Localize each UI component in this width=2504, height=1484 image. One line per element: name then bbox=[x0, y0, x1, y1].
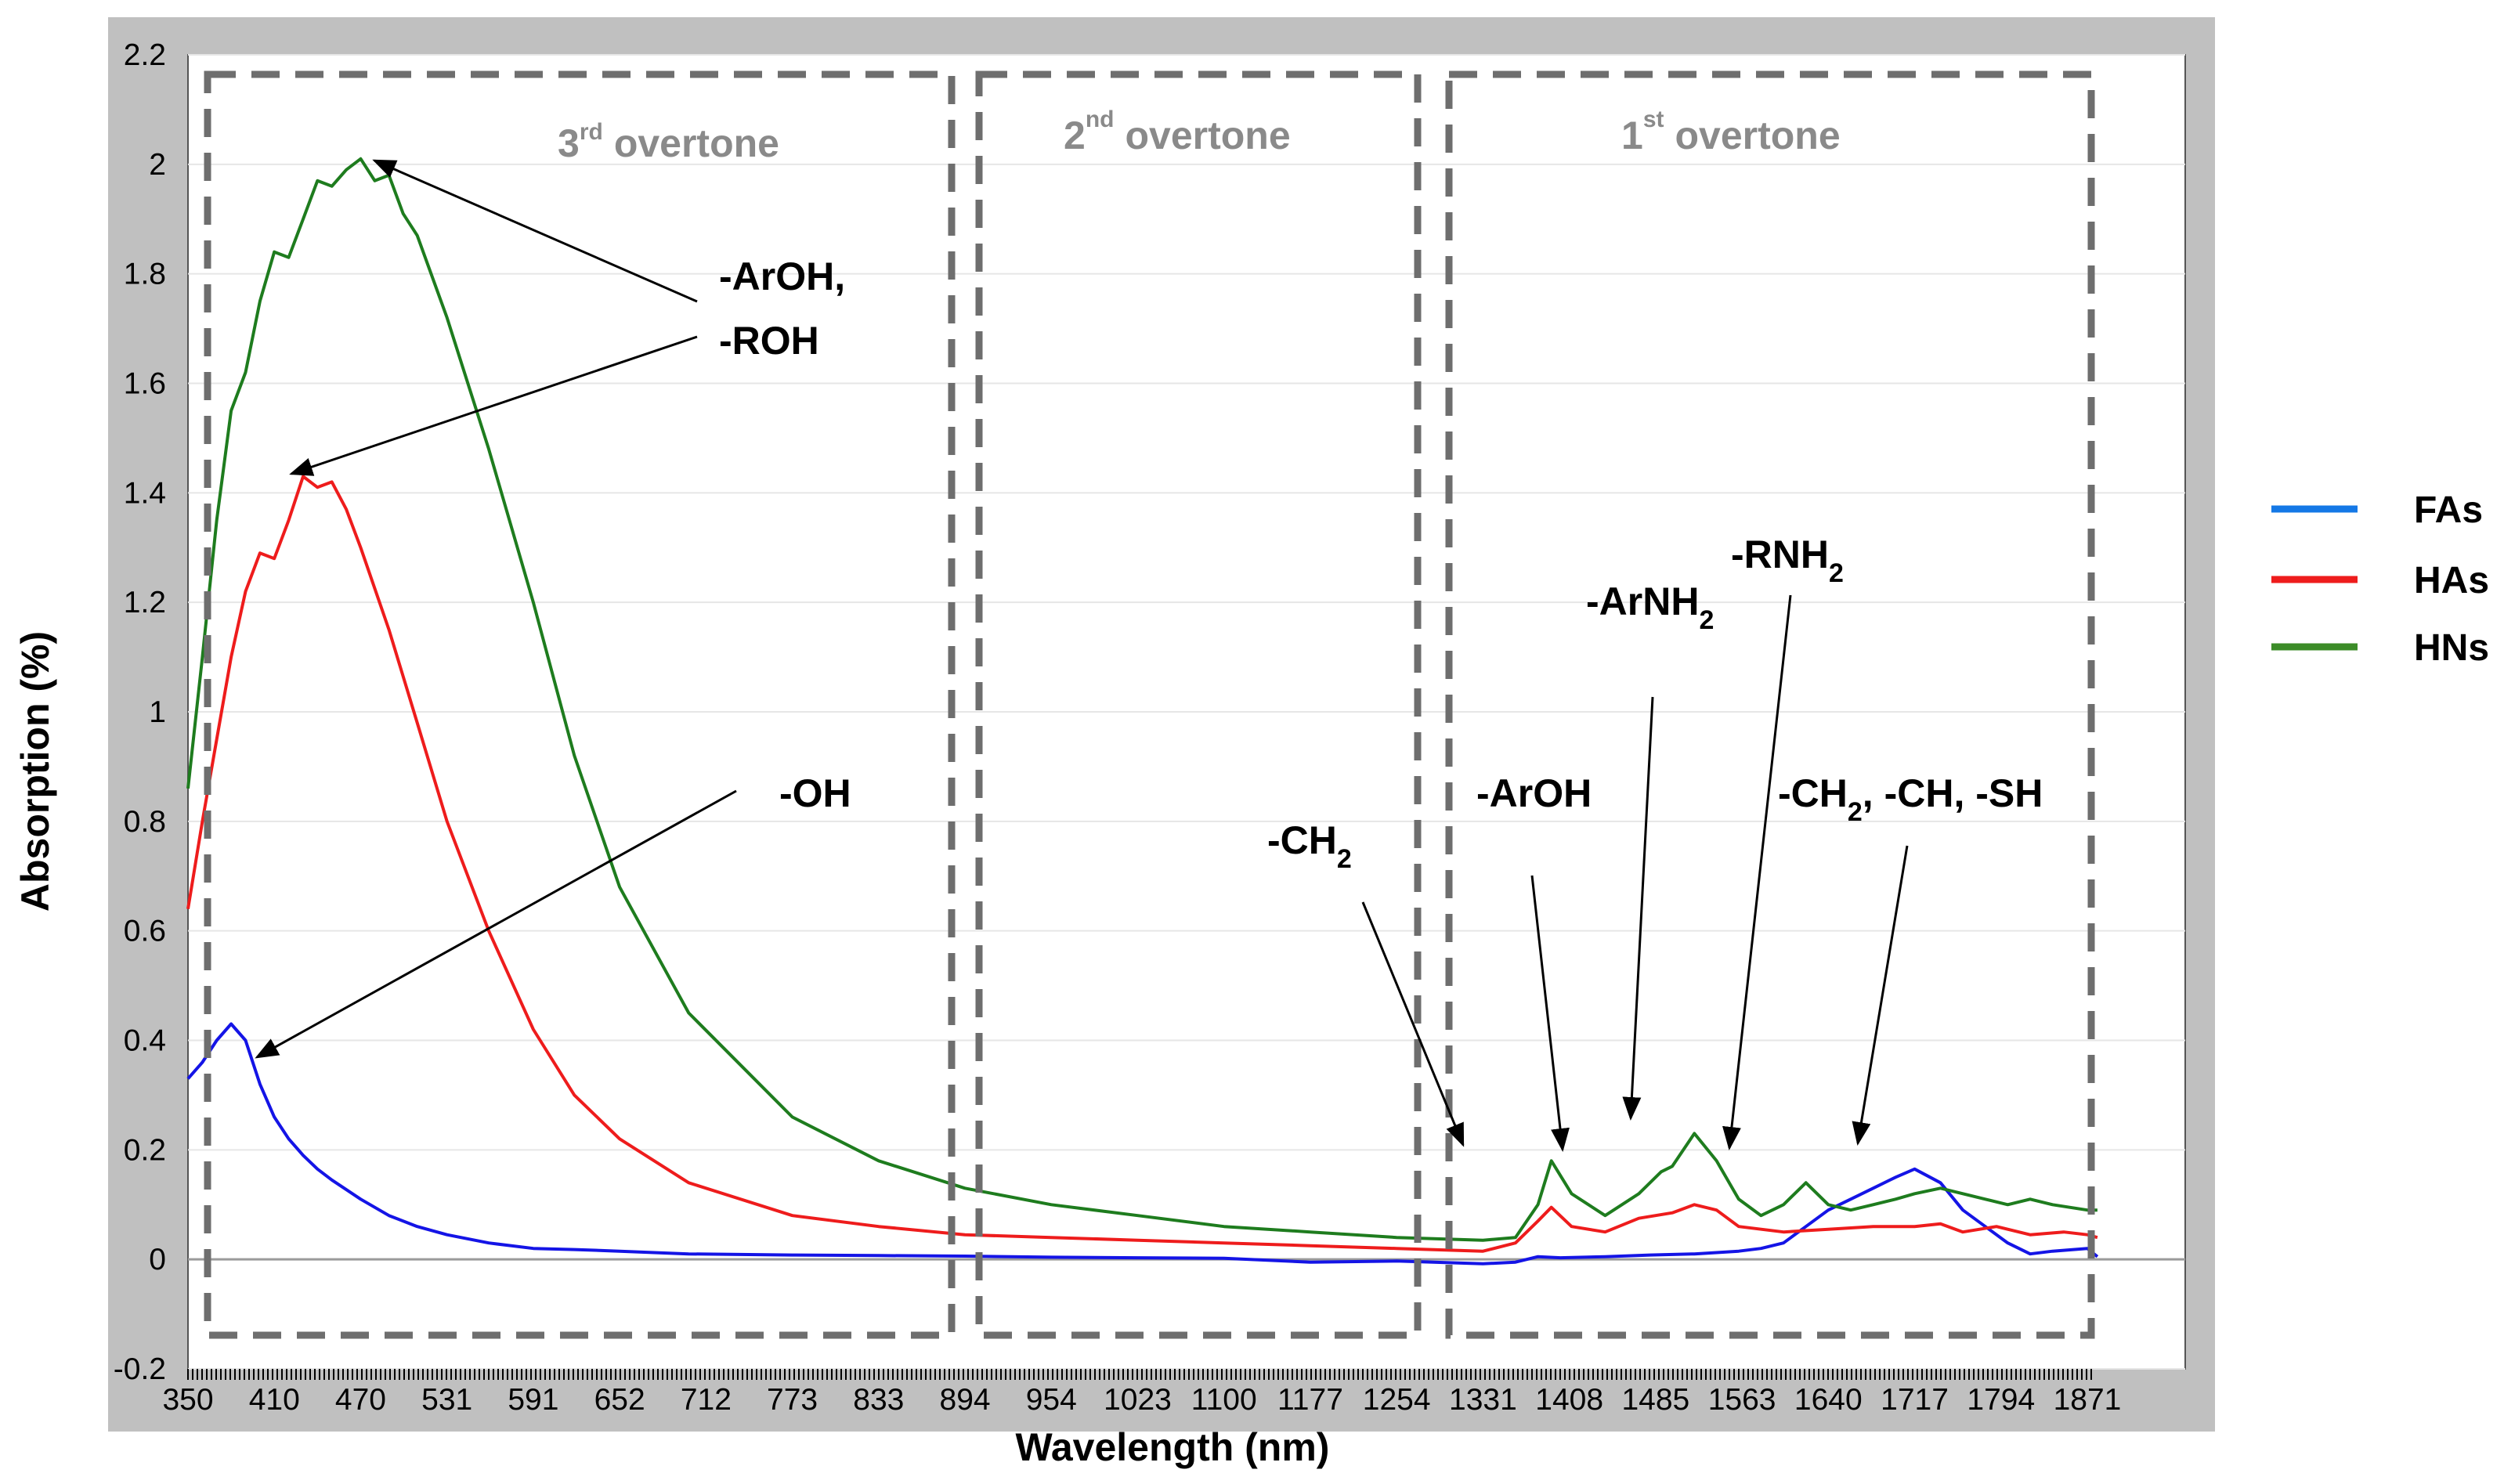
x-tick-label: 591 bbox=[508, 1383, 558, 1417]
y-axis-title: Absorption (%) bbox=[13, 631, 57, 912]
x-tick-label: 1794 bbox=[1967, 1383, 2035, 1417]
x-tick-label: 1871 bbox=[2054, 1383, 2122, 1417]
legend-label-fas: FAs bbox=[2414, 489, 2483, 531]
region-box-2nd-overtone bbox=[975, 70, 1422, 1339]
y-tick-label: 2 bbox=[149, 148, 166, 182]
y-tick-label: 1 bbox=[149, 695, 166, 729]
annotation-aroh-1st: -ArOH bbox=[1476, 771, 1592, 815]
y-tick-label: 2.2 bbox=[124, 38, 166, 72]
series-line-fas bbox=[186, 1022, 2099, 1266]
arrow-arnh2 bbox=[1622, 696, 1654, 1121]
x-tick-label: 652 bbox=[594, 1383, 645, 1417]
x-tick-label: 1485 bbox=[1621, 1383, 1689, 1417]
x-tick-label: 1100 bbox=[1191, 1383, 1257, 1417]
region-box-3rd-overtone bbox=[204, 70, 956, 1339]
region-label-3rd-overtone: 3rd overtone bbox=[558, 119, 779, 165]
y-axis: -0.2 0 0.2 0.4 0.6 0.8 1 1.2 1.4 1.6 1.8 2 2.2 bbox=[114, 38, 166, 1386]
x-tick-label: 1563 bbox=[1708, 1383, 1776, 1417]
annotation-rnh2: -RNH2 bbox=[1731, 533, 1844, 588]
x-tick-label: 1717 bbox=[1881, 1383, 1949, 1417]
series-line-hns bbox=[186, 157, 2098, 1242]
x-tick-label: 894 bbox=[940, 1383, 991, 1417]
legend-label-has: HAs bbox=[2414, 560, 2489, 601]
x-axis: 350 410 470 531 591 652 712 773 833 894 954 1023 110… bbox=[162, 1369, 2121, 1417]
legend-label-hns: HNs bbox=[2414, 627, 2489, 669]
y-tick-label: 0.6 bbox=[124, 915, 166, 948]
y-tick-label: 0.2 bbox=[124, 1133, 166, 1167]
x-tick-label: 531 bbox=[421, 1383, 472, 1417]
overtone-regions bbox=[204, 70, 2095, 1339]
x-tick-label: 1640 bbox=[1794, 1383, 1863, 1417]
x-tick-label: 954 bbox=[1026, 1383, 1077, 1417]
x-tick-label: 1408 bbox=[1535, 1383, 1603, 1417]
annotation-oh: -OH bbox=[779, 771, 851, 815]
y-tick-label: 1.6 bbox=[124, 367, 166, 401]
arrow-aroh-hns bbox=[372, 159, 698, 303]
x-tick-label: 1331 bbox=[1449, 1383, 1517, 1417]
x-tick-label: 1023 bbox=[1104, 1383, 1172, 1417]
annotation-ch2: -CH2 bbox=[1267, 818, 1352, 874]
x-tick-label: 773 bbox=[767, 1383, 818, 1417]
arrow-aroh-1st bbox=[1530, 875, 1570, 1152]
legend: FAs HAs HNs bbox=[2271, 489, 2489, 669]
arrow-roh-has bbox=[289, 335, 698, 476]
arrow-ch2-ch-sh bbox=[1852, 845, 1909, 1146]
region-label-1st-overtone: 1st overtone bbox=[1621, 107, 1841, 157]
y-tick-label: 0.4 bbox=[124, 1024, 166, 1058]
x-tick-label: 712 bbox=[681, 1383, 732, 1417]
series-line-has bbox=[186, 475, 2098, 1253]
x-tick-label: 350 bbox=[162, 1383, 213, 1417]
x-axis-title: Wavelength (nm) bbox=[1016, 1425, 1330, 1469]
y-tick-label: 1.8 bbox=[124, 258, 166, 291]
y-tick-label: 1.4 bbox=[124, 476, 166, 510]
series-layer bbox=[186, 157, 2099, 1266]
x-tick-label: 1177 bbox=[1277, 1383, 1343, 1417]
arrow-ch2 bbox=[1361, 901, 1465, 1147]
y-tick-label: 1.2 bbox=[124, 586, 166, 619]
x-tick-label: 470 bbox=[335, 1383, 386, 1417]
y-tick-label: -0.2 bbox=[114, 1352, 166, 1386]
y-tick-label: 0 bbox=[149, 1243, 166, 1276]
x-tick-label: 410 bbox=[249, 1383, 300, 1417]
annotation-aroh-roh-line2: -ROH bbox=[719, 319, 819, 363]
arrow-rnh2 bbox=[1722, 594, 1792, 1150]
x-tick-label: 1254 bbox=[1363, 1383, 1431, 1417]
y-tick-label: 0.8 bbox=[124, 805, 166, 839]
grid bbox=[188, 54, 2185, 1370]
annotation-aroh-roh-line1: -ArOH, bbox=[719, 255, 845, 298]
x-tick-label: 833 bbox=[853, 1383, 904, 1417]
arrow-oh-fas bbox=[255, 789, 737, 1059]
annotation-arnh2: -ArNH2 bbox=[1586, 580, 1714, 635]
annotation-arrows bbox=[255, 159, 1909, 1152]
annotation-ch2-ch-sh: -CH2, -CH, -SH bbox=[1778, 771, 2043, 827]
region-box-1st-overtone bbox=[1445, 70, 2095, 1339]
region-label-2nd-overtone: 2nd overtone bbox=[1064, 107, 1291, 157]
